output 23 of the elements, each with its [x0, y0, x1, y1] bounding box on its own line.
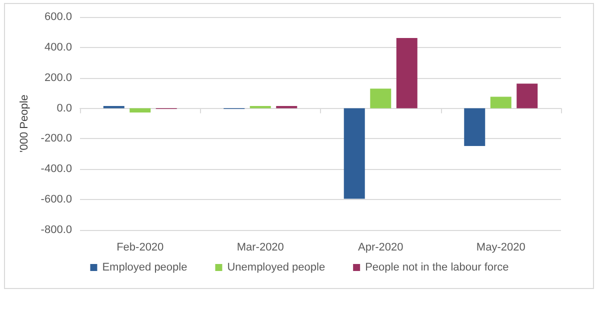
y-tick-label: 600.0 — [44, 11, 72, 23]
bar — [130, 108, 151, 113]
x-tick-label: Apr-2020 — [358, 242, 404, 254]
y-tick-label: -600.0 — [40, 194, 72, 206]
x-tick-label: May-2020 — [476, 242, 526, 254]
x-tick-label: Mar-2020 — [236, 242, 284, 254]
y-tick-label: -400.0 — [40, 163, 72, 176]
bar — [516, 84, 538, 108]
legend-label: People not in the labour force — [365, 262, 509, 274]
bar — [370, 88, 392, 108]
bar — [490, 96, 512, 108]
bar — [396, 38, 418, 108]
y-tick-label: 200.0 — [44, 72, 72, 84]
y-axis-title: '000 People — [18, 94, 30, 152]
x-tick-label: Feb-2020 — [116, 242, 164, 254]
y-tick-label: -200.0 — [40, 132, 72, 145]
bar — [344, 108, 365, 199]
legend-label: Unemployed people — [227, 262, 326, 274]
y-tick-label: -800.0 — [40, 224, 72, 236]
y-tick-label: 400.0 — [44, 41, 72, 54]
bar — [464, 108, 486, 146]
y-tick-label: 0.0 — [56, 102, 72, 114]
legend-label: Employed people — [102, 262, 188, 274]
